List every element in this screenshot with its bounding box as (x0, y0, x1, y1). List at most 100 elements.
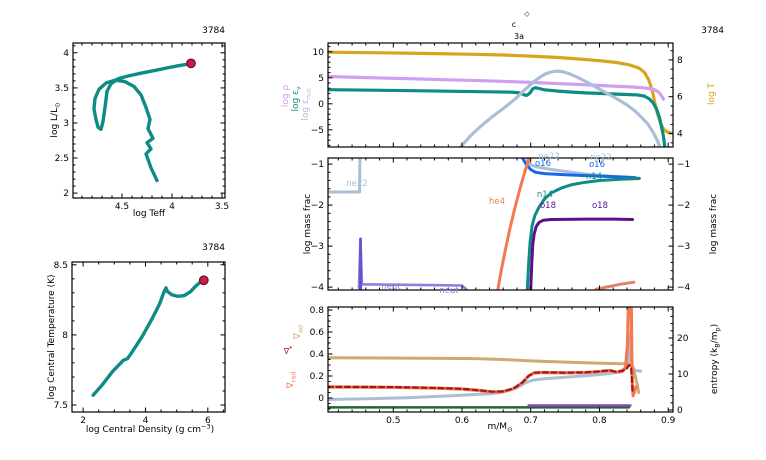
y-axis-title-left: log mass frac (303, 194, 313, 254)
series-grad-ad (328, 356, 641, 394)
panel-profile-gradients: 0.5 0.6 0.7 0.8 0.900.20.40.60.801020∇ad∇*∇r… (283, 306, 722, 434)
axes-frame (327, 157, 674, 291)
x-axis-title: m/M⊙ (487, 422, 512, 434)
y-axis-title-log-eps-nuc: log εnuc (301, 87, 313, 121)
x-axis-title: log Teff (133, 209, 166, 219)
y-tick-label-right: −4 (677, 283, 691, 293)
species-label-n14: n14 (586, 172, 602, 182)
y-tick-label: 0.8 (310, 306, 325, 316)
series-species-neut-spike (358, 237, 363, 290)
y-tick-label: 0.4 (310, 350, 325, 360)
series-evolution-track (92, 61, 193, 183)
y-tick-label: 2.5 (55, 154, 69, 164)
panel-central-rho-t: 2 4 6 7.5 8 8.5 log Central Density (g cm−3) lo… (47, 261, 226, 436)
species-label-o18: o18 (592, 201, 608, 211)
y-axis-title-log-eps-nu: log εν (291, 86, 303, 111)
series-species-neut (357, 237, 469, 290)
y-tick-label-right: 8 (677, 56, 683, 66)
model-number-rho-t: 3784 (202, 243, 225, 253)
y-tick-label: 0.2 (310, 372, 324, 382)
y-tick-label: −5 (311, 126, 324, 136)
y-axis-title-entropy: entropy (kB/mp) (710, 324, 722, 394)
y-tick-label: −4 (311, 283, 325, 293)
species-label-o16: o16 (535, 159, 551, 169)
current-model-marker (198, 275, 209, 286)
y-tick-label: 0 (318, 100, 324, 110)
species-label-ne22: ne22 (346, 179, 367, 189)
x-tick-label: 0.8 (592, 416, 607, 426)
y-tick-label-right: 4 (677, 130, 683, 140)
y-axis-title-log-T: log T (707, 82, 717, 105)
y-tick-label-right: −1 (677, 160, 690, 170)
y-tick-label: −2 (311, 201, 324, 211)
species-label-neut: neut (439, 286, 459, 296)
y-tick-label-right: 0 (677, 406, 683, 416)
species-label-ne22: ne22 (590, 153, 611, 163)
y-tick-label: 3 (63, 119, 69, 129)
y-tick-label-right: 6 (677, 93, 683, 103)
x-tick-label: 0.7 (524, 416, 538, 426)
y-tick-label: 4 (63, 49, 69, 59)
y-tick-label: 8 (62, 331, 68, 341)
model-number-profiles: 3784 (701, 26, 724, 36)
x-tick-label: 3.5 (215, 202, 229, 212)
x-axis-title: log Central Density (g cm−3) (86, 423, 214, 436)
current-model-marker (186, 58, 196, 69)
species-label-o18: o18 (540, 201, 556, 211)
y-axis-title-right: log mass frac (709, 194, 719, 254)
y-axis-title-grad-rad: ∇rad (286, 372, 298, 390)
species-label-n14: n14 (537, 190, 553, 200)
series-central-conditions-track (91, 278, 206, 397)
y-tick-label: −1 (311, 160, 324, 170)
axes-frame (327, 42, 674, 148)
y-axis-title: log Central Temperature (K) (47, 274, 57, 399)
series-species-salmon (594, 280, 636, 290)
y-tick-label: 3.5 (55, 84, 69, 94)
series-species-n14 (525, 177, 641, 290)
x-tick-label: 0.6 (455, 416, 470, 426)
y-tick-label-right: 10 (677, 370, 689, 380)
y-axis-title-log-rho: log ρ (281, 85, 291, 108)
y-axis-title-grad-ad: ∇ad (293, 325, 305, 340)
x-tick-label: 4 (143, 416, 149, 426)
series-species-he4 (496, 158, 531, 290)
species-label-o16: o16 (589, 160, 605, 170)
species-label-he4: he4 (489, 197, 505, 207)
series-grad-star (328, 363, 635, 394)
x-tick-label: 2 (80, 416, 86, 426)
y-tick-label-right: 20 (677, 334, 689, 344)
series-log-eps-nu (328, 86, 667, 147)
series-species-o16 (521, 158, 637, 180)
y-tick-label: 2 (63, 189, 69, 199)
burn-diamond-marker: ◇ (524, 10, 530, 18)
x-tick-label: 0.5 (386, 416, 400, 426)
panel-profile-abundances: −1−2−3−4−1−2−3−4ne22ne22o16ne22o16n14n14… (303, 152, 719, 296)
y-axis-title-grad-star: ∇* (283, 345, 293, 357)
burn-label-c: c (512, 20, 516, 29)
x-tick-label: 0.9 (661, 416, 676, 426)
series-grad-rad (328, 307, 638, 398)
y-axis-title: log L/L⊙ (50, 102, 62, 137)
axes-frame (71, 261, 226, 413)
axes-frame (72, 42, 226, 199)
burn-label-3a: 3a (514, 32, 524, 41)
series-species-o18 (529, 217, 634, 290)
x-tick-label: 6 (205, 416, 211, 426)
x-tick-label: 4 (169, 202, 175, 212)
y-tick-label: 10 (313, 48, 325, 58)
y-tick-label: 8.5 (54, 261, 68, 271)
species-label-ne22: ne22 (538, 152, 559, 162)
species-label-neut: neut (381, 282, 401, 292)
y-tick-label: −3 (311, 242, 324, 252)
y-tick-label: 0.6 (310, 328, 325, 338)
y-tick-label-right: −2 (677, 201, 690, 211)
y-tick-label: 5 (318, 74, 324, 84)
y-tick-label: 0 (318, 394, 324, 404)
model-number-hr: 3784 (202, 26, 225, 36)
y-tick-label: 7.5 (54, 401, 68, 411)
x-tick-label: 4.5 (115, 202, 129, 212)
